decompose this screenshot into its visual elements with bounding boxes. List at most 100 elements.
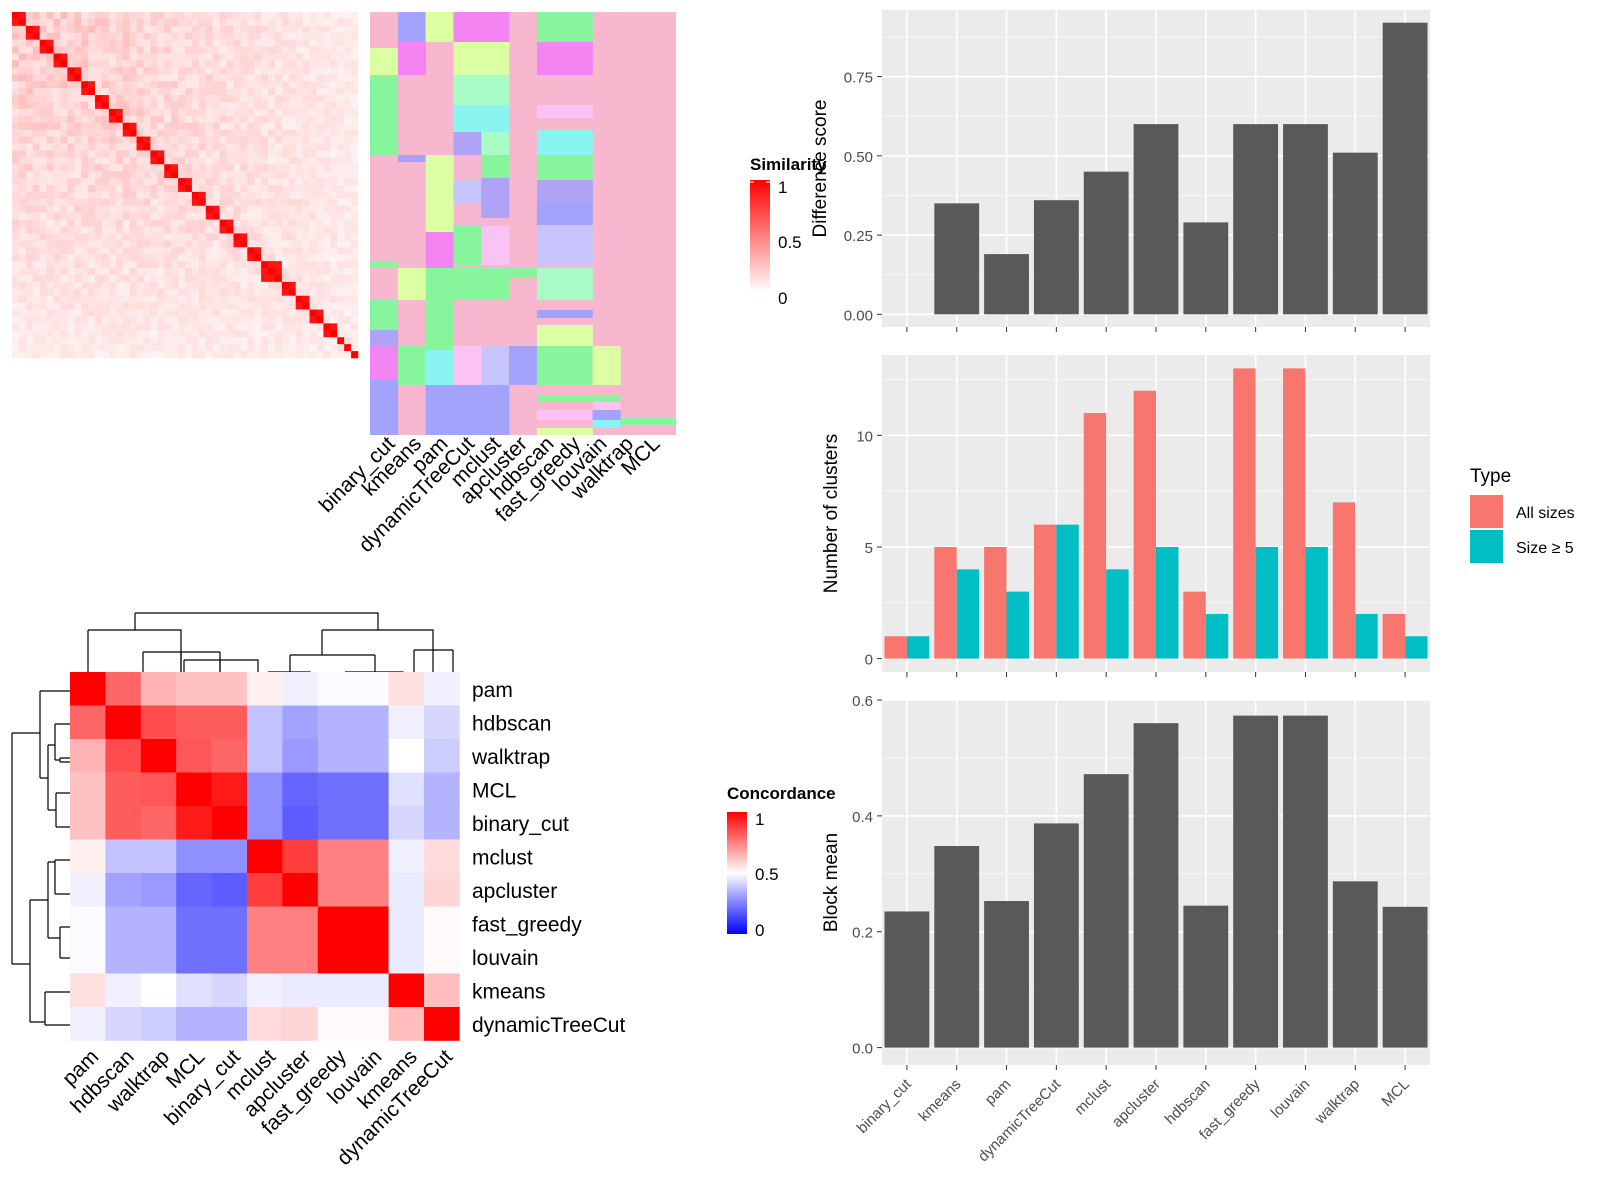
similarity-cell <box>53 101 61 110</box>
similarity-cell <box>115 18 124 27</box>
similarity-cell <box>150 344 158 352</box>
similarity-cell <box>12 337 20 345</box>
similarity-cell <box>150 309 158 317</box>
similarity-cell <box>323 46 331 54</box>
similarity-cell <box>171 261 179 269</box>
cluster-block <box>370 75 399 155</box>
similarity-cell <box>178 101 186 110</box>
similarity-cell <box>88 157 96 165</box>
bar <box>1033 823 1079 1048</box>
similarity-cell <box>295 337 303 345</box>
similarity-cell <box>274 171 283 179</box>
similarity-cell <box>101 150 110 158</box>
similarity-cell <box>157 261 165 269</box>
similarity-cell <box>129 309 137 317</box>
cluster-block <box>564 310 593 318</box>
similarity-cell <box>129 157 137 165</box>
similarity-cell <box>323 108 331 117</box>
similarity-cell <box>288 198 297 207</box>
similarity-cell <box>205 295 213 303</box>
similarity-cell <box>205 101 213 110</box>
similarity-cell <box>330 25 338 34</box>
similarity-cell <box>101 323 110 331</box>
similarity-cell <box>337 288 345 297</box>
similarity-cell <box>219 74 227 82</box>
similarity-cell <box>150 316 158 324</box>
similarity-cell <box>136 12 144 20</box>
similarity-cell <box>101 88 110 96</box>
similarity-cell <box>53 74 61 82</box>
similarity-cell <box>219 101 227 110</box>
similarity-cell <box>351 309 359 317</box>
similarity-cell <box>101 101 110 110</box>
similarity-cell <box>67 18 75 27</box>
similarity-cell <box>88 143 96 151</box>
similarity-cell <box>95 150 103 158</box>
cluster-block <box>481 385 510 435</box>
column-dendrogram <box>87 612 454 682</box>
similarity-cell <box>288 288 297 297</box>
similarity-cell <box>108 330 117 338</box>
similarity-cell <box>316 274 324 283</box>
similarity-cell <box>323 25 331 34</box>
cluster-block <box>509 346 538 385</box>
similarity-cell <box>171 323 179 331</box>
similarity-cell <box>115 46 124 54</box>
concordance-cell <box>247 873 283 907</box>
similarity-cell <box>351 178 359 186</box>
similarity-cell <box>198 247 207 255</box>
similarity-cell <box>39 115 47 124</box>
similarity-cell <box>178 115 186 124</box>
similarity-cell <box>226 185 234 193</box>
similarity-cell <box>18 302 27 310</box>
similarity-cell <box>226 281 234 290</box>
similarity-cell <box>164 240 172 248</box>
similarity-cell <box>88 309 96 317</box>
similarity-cell <box>122 309 130 317</box>
similarity-cell <box>108 32 117 40</box>
similarity-cell <box>122 351 130 359</box>
similarity-cell <box>178 295 186 303</box>
similarity-cell <box>12 60 20 68</box>
similarity-cell <box>129 60 137 68</box>
similarity-cell <box>60 81 68 89</box>
similarity-cell <box>178 309 186 317</box>
similarity-cell <box>46 295 54 303</box>
similarity-cell <box>254 122 262 130</box>
similarity-cell <box>261 309 269 317</box>
concordance-row-label: kmeans <box>472 980 546 1003</box>
similarity-cell <box>254 281 262 290</box>
similarity-cell <box>18 281 27 290</box>
similarity-cell <box>261 268 269 276</box>
similarity-cell <box>150 18 158 27</box>
similarity-cell <box>261 240 269 248</box>
similarity-cell <box>129 67 137 75</box>
similarity-cell <box>88 81 96 89</box>
similarity-cell <box>136 32 144 40</box>
similarity-cell <box>261 233 269 241</box>
similarity-cell <box>39 157 47 165</box>
similarity-cell <box>302 205 310 213</box>
similarity-cell <box>129 219 137 227</box>
similarity-cell <box>309 53 317 61</box>
similarity-cell <box>129 344 137 352</box>
similarity-cell <box>288 122 297 130</box>
similarity-cell <box>212 18 220 27</box>
concordance-cell <box>247 705 283 740</box>
similarity-cell <box>185 337 193 345</box>
similarity-cell <box>337 247 345 255</box>
similarity-cell <box>198 74 207 82</box>
similarity-cell <box>12 67 20 75</box>
similarity-cell <box>53 261 61 269</box>
similarity-cell <box>74 316 82 324</box>
similarity-cell <box>219 323 227 331</box>
similarity-cell <box>226 171 234 179</box>
similarity-cell <box>74 157 82 165</box>
similarity-cell <box>164 67 172 75</box>
similarity-cell <box>25 185 34 193</box>
similarity-cell <box>164 25 172 34</box>
similarity-cell <box>254 351 262 359</box>
similarity-cell <box>18 12 27 20</box>
similarity-cell <box>115 185 124 193</box>
